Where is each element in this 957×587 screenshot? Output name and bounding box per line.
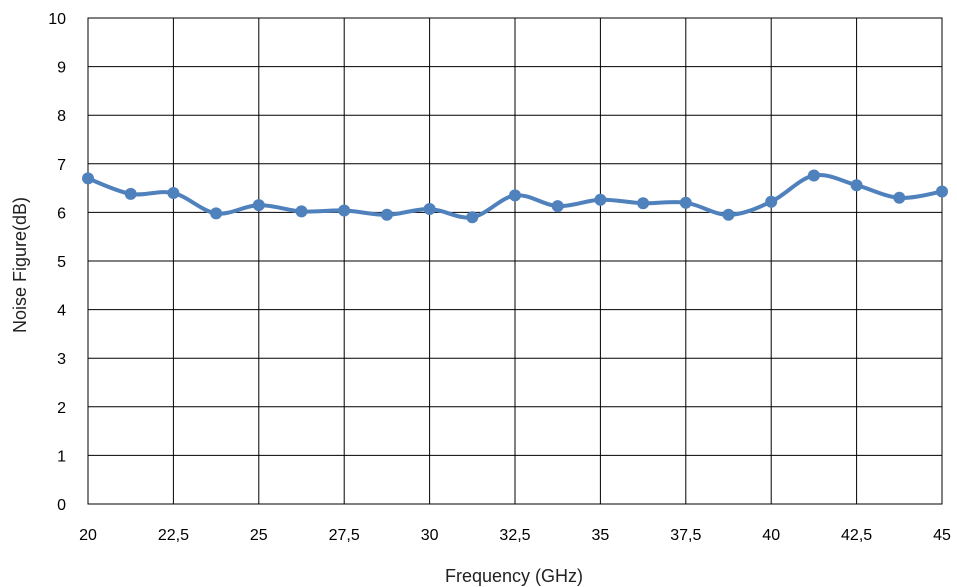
- y-axis-title: Noise Figure(dB): [10, 197, 30, 333]
- y-tick-label: 5: [57, 254, 66, 271]
- x-tick-label: 42,5: [841, 527, 872, 544]
- data-point: [295, 205, 308, 218]
- y-tick-label: 3: [57, 351, 66, 368]
- data-point: [807, 169, 820, 182]
- data-point: [167, 187, 180, 199]
- data-point: [509, 189, 521, 202]
- x-tick-label: 25: [250, 527, 268, 544]
- data-point: [722, 208, 735, 221]
- x-tick-label: 20: [79, 527, 97, 544]
- data-point: [338, 204, 351, 217]
- x-tick-label: 40: [762, 527, 780, 544]
- data-point: [82, 172, 94, 185]
- x-tick-label: 22,5: [158, 527, 189, 544]
- x-tick-label: 35: [592, 527, 610, 544]
- y-tick-label: 6: [57, 205, 66, 222]
- data-point: [210, 207, 223, 220]
- data-point: [679, 196, 692, 209]
- x-tick-label: 37,5: [670, 527, 701, 544]
- y-tick-label: 8: [57, 108, 66, 125]
- y-tick-label: 4: [57, 303, 66, 320]
- data-point: [765, 195, 778, 208]
- series-layer: [82, 169, 948, 224]
- x-tick-labels: 20 22,5 25 27,5 30 32,5 35 37,5 40 42,5 45: [79, 527, 951, 544]
- y-tick-label: 10: [48, 11, 66, 28]
- y-tick-labels: 0 1 2 3 4 5 6 7 8 9 10: [48, 11, 66, 514]
- x-tick-label: 32,5: [499, 527, 530, 544]
- y-tick-label: 9: [57, 60, 66, 77]
- x-tick-label: 30: [421, 527, 439, 544]
- x-tick-label: 27,5: [329, 527, 360, 544]
- y-tick-label: 0: [57, 497, 66, 514]
- data-point: [637, 197, 650, 210]
- data-point: [594, 193, 607, 206]
- data-point: [936, 185, 948, 198]
- data-point: [551, 200, 564, 213]
- plot-area-border: [87, 17, 943, 505]
- data-point: [423, 203, 436, 215]
- grid: [87, 17, 943, 505]
- data-point: [893, 191, 906, 204]
- data-point: [380, 208, 393, 221]
- data-point: [124, 187, 137, 200]
- y-tick-label: 7: [57, 157, 66, 174]
- data-point: [466, 211, 479, 224]
- data-point: [252, 199, 265, 212]
- y-tick-label: 1: [57, 448, 66, 465]
- x-tick-label: 45: [933, 527, 951, 544]
- x-axis-title: Frequency (GHz): [445, 566, 583, 586]
- data-point: [850, 179, 863, 192]
- y-tick-label: 2: [57, 400, 66, 417]
